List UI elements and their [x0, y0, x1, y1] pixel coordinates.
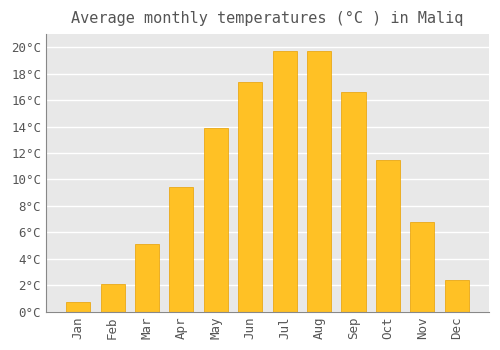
Bar [204, 128, 228, 312]
Bar [66, 302, 90, 312]
Bar [272, 51, 296, 312]
Bar [238, 82, 262, 312]
Bar [444, 280, 469, 312]
Bar [410, 222, 434, 312]
Bar [342, 92, 365, 312]
Bar [170, 187, 194, 312]
Bar [100, 284, 124, 312]
Bar [135, 244, 159, 312]
Title: Average monthly temperatures (°C ) in Maliq: Average monthly temperatures (°C ) in Ma… [71, 11, 464, 26]
Bar [376, 160, 400, 312]
Bar [307, 51, 331, 312]
